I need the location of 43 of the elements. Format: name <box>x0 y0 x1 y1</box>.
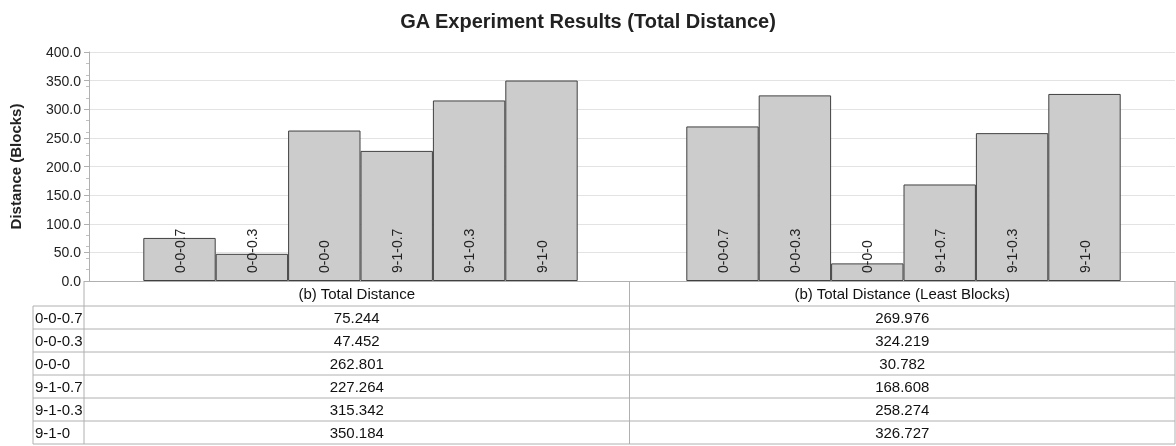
data-label: 168.608 <box>875 378 930 395</box>
series-label: 0-0-0.7 <box>171 228 188 273</box>
text: 0-0-0.7 <box>35 309 83 326</box>
data-label: 326.727 <box>875 424 930 441</box>
y-tick-label: 0.0 <box>61 273 82 289</box>
y-tick-label: 100.0 <box>45 215 82 232</box>
data-label: 47.452 <box>333 332 380 349</box>
text: 0-0-0 <box>316 240 333 273</box>
data-label: 262.801 <box>329 355 384 372</box>
data-label: 324.219 <box>875 332 930 349</box>
text: 9-1-0.7 <box>35 378 83 395</box>
data-label: 30.782 <box>879 355 926 372</box>
text: 9-1-0 <box>35 424 71 441</box>
text: 0-0-0.7 <box>714 228 731 273</box>
text: 9-1-0.3 <box>1004 228 1021 273</box>
text: 9-1-0.3 <box>35 401 83 418</box>
y-tick-label: 150.0 <box>45 187 82 204</box>
data-label: 258.274 <box>875 401 930 418</box>
y-tick-label: 300.0 <box>45 101 82 118</box>
chart-title: GA Experiment Results (Total Distance) <box>400 10 776 32</box>
text: 9-1-0.7 <box>931 228 948 273</box>
y-tick-label: 350.0 <box>45 72 82 89</box>
text: 0-0-0 <box>35 355 71 372</box>
data-label: 315.342 <box>329 401 384 418</box>
series-label: 9-1-0.3 <box>461 228 478 273</box>
text: 0-0-0.3 <box>786 228 803 273</box>
x-tick-label: (b) Total Distance (Least Blocks) <box>794 285 1011 302</box>
y-tick-label: 400.0 <box>45 44 82 60</box>
text: 0-0-0.3 <box>243 228 260 273</box>
data-label: 350.184 <box>329 424 384 441</box>
series-label: 9-1-0.7 <box>388 228 405 273</box>
x-tick-label: (b) Total Distance <box>298 285 415 302</box>
data-label: 75.244 <box>333 309 380 326</box>
text: 0-0-0 <box>859 240 876 273</box>
y-axis-title: Distance (Blocks) <box>7 103 24 230</box>
text: 9-1-0 <box>1076 240 1093 273</box>
data-label: 269.976 <box>875 309 930 326</box>
y-tick-label: 250.0 <box>45 129 82 146</box>
y-tick-label: 200.0 <box>45 158 82 175</box>
text: 0-0-0.3 <box>35 332 83 349</box>
series-label: 9-1-0 <box>533 240 550 273</box>
data-label: 227.264 <box>329 378 384 395</box>
y-tick-label: 50.0 <box>53 244 82 261</box>
